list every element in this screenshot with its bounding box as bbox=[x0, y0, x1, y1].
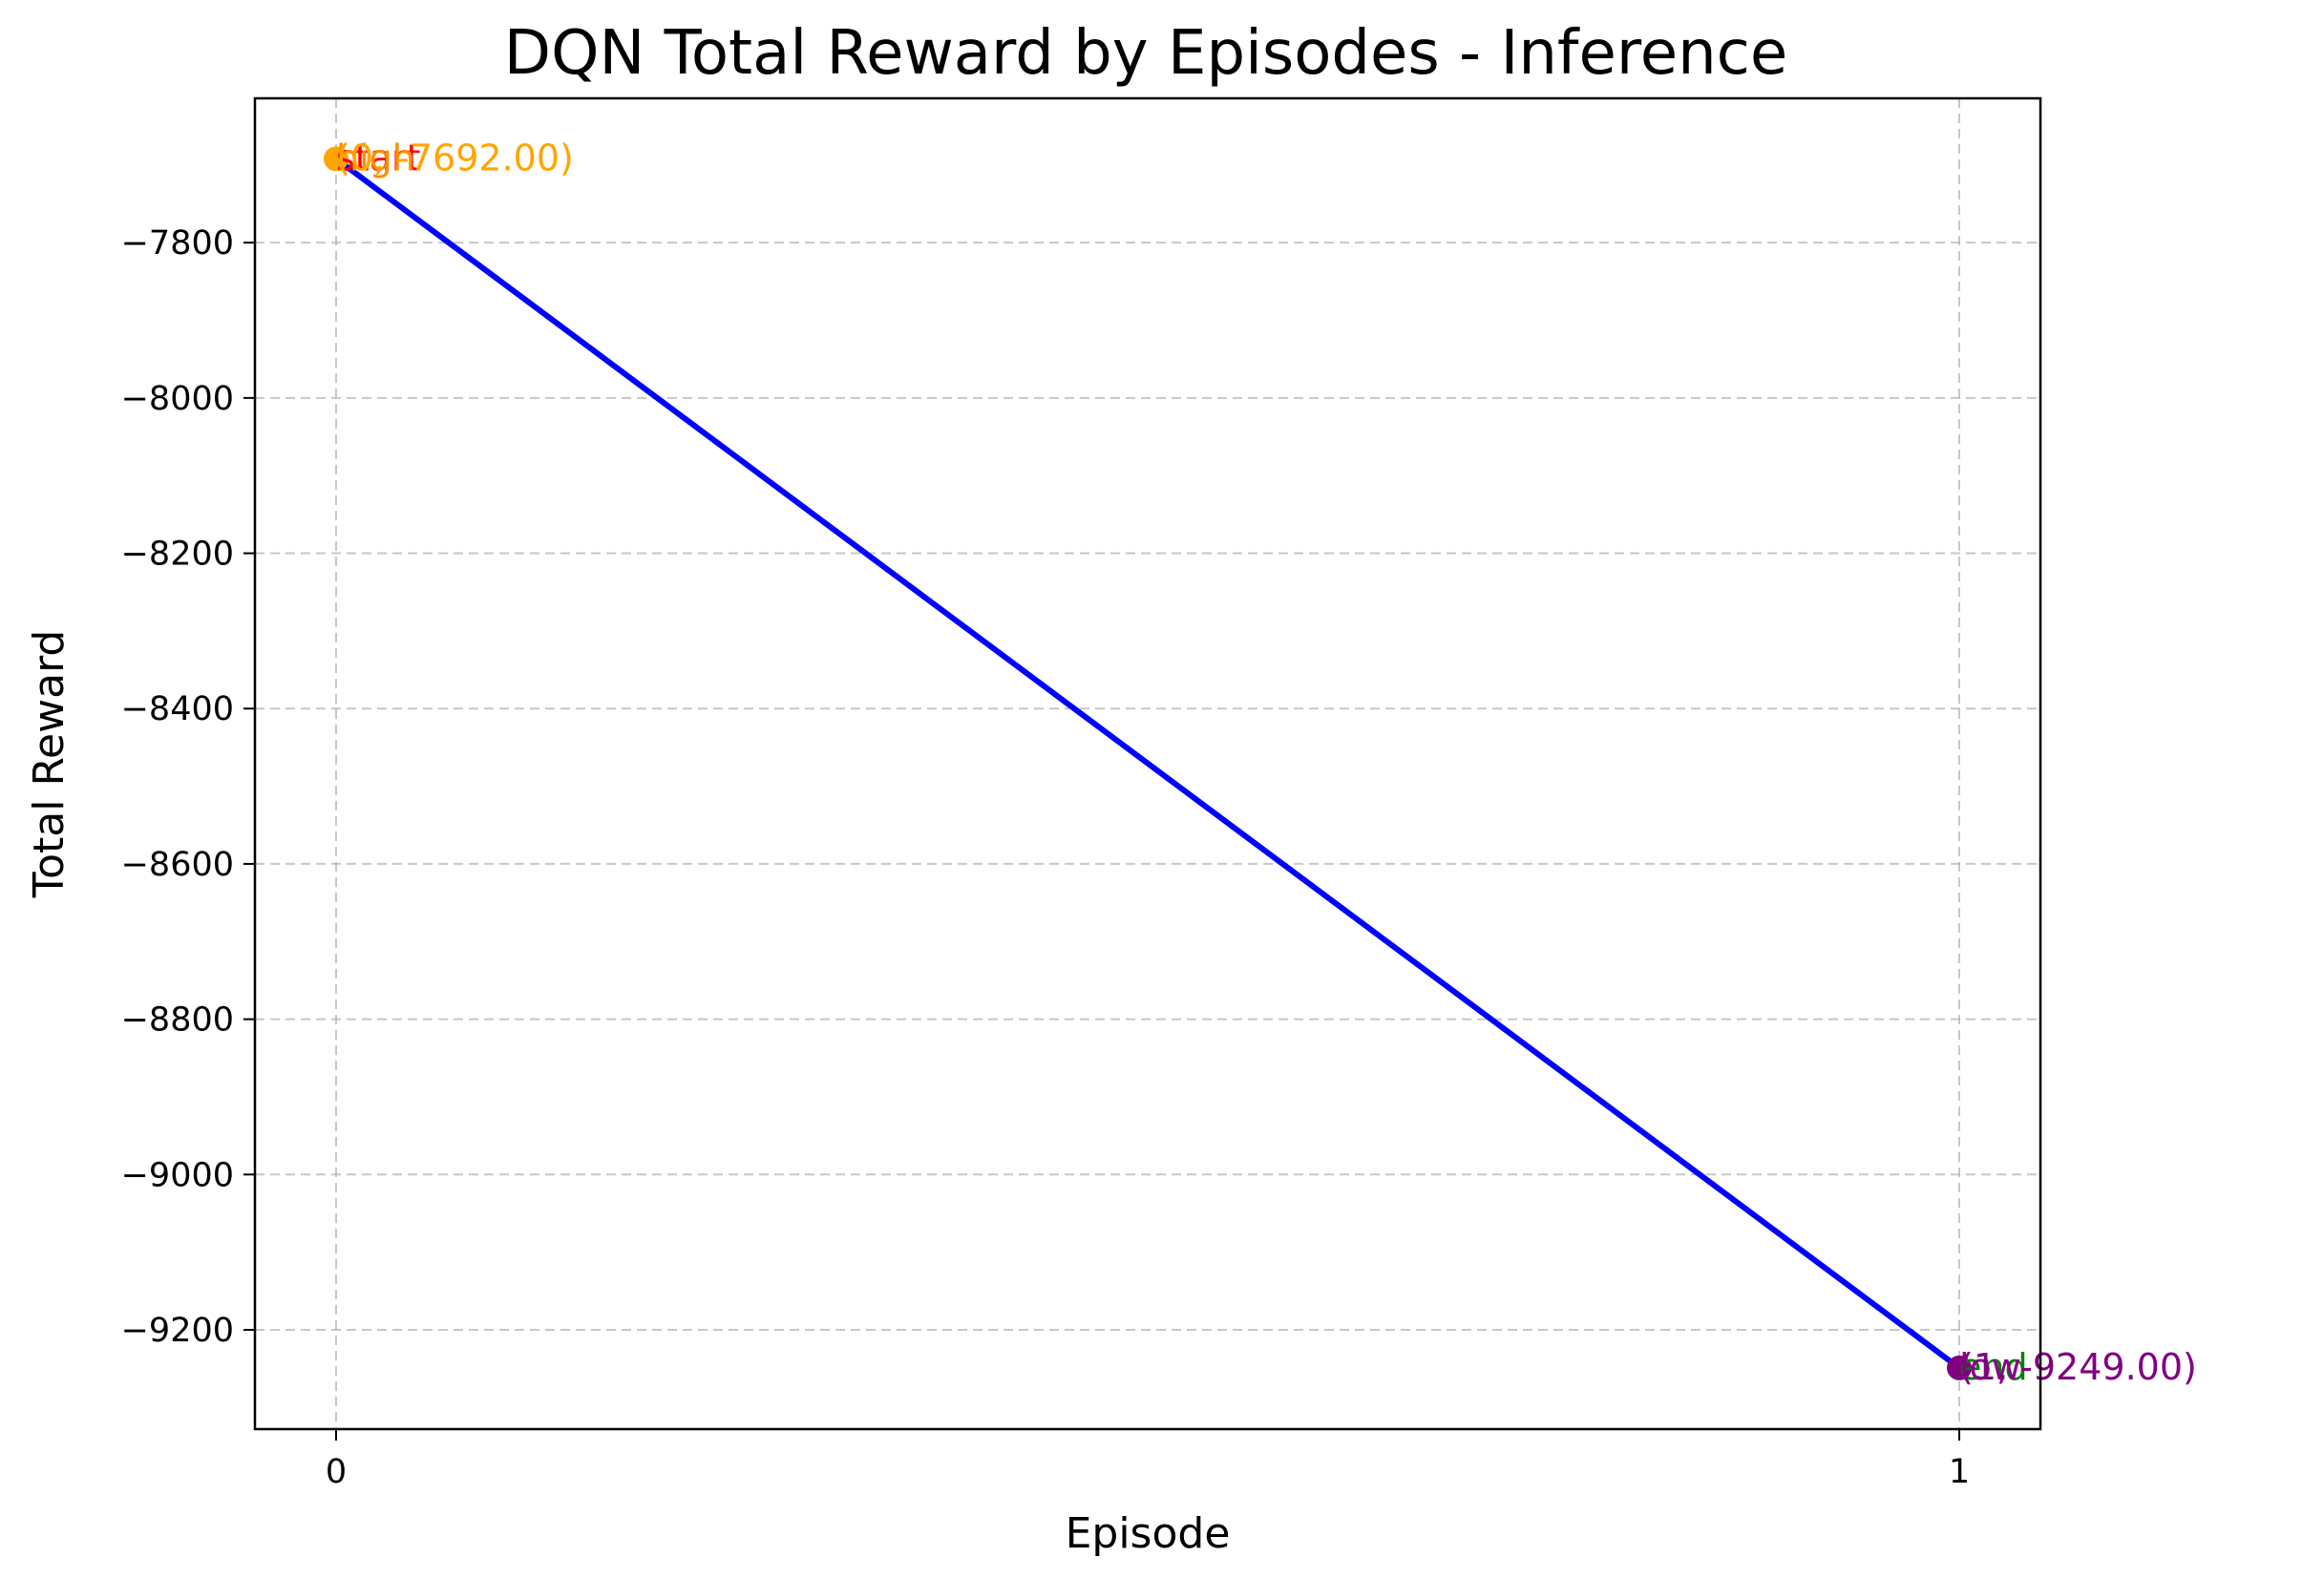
annotation-label: low bbox=[1959, 1346, 2021, 1388]
annotation-label: end bbox=[1959, 1346, 2028, 1388]
series-line bbox=[334, 156, 1961, 1371]
plot-frame bbox=[253, 96, 2042, 1431]
annotation-label: start bbox=[336, 137, 421, 179]
y-tick-label: −8000 bbox=[121, 380, 234, 418]
y-tick-label: −8200 bbox=[121, 536, 234, 574]
chart-title: DQN Total Reward by Episodes - Inference bbox=[504, 18, 1787, 89]
y-tick-label: −9200 bbox=[121, 1312, 234, 1350]
annotation-label: (0, -7692.00) bbox=[336, 137, 574, 179]
y-tick-label: −9000 bbox=[121, 1156, 234, 1194]
data-point-marker bbox=[1947, 1355, 1972, 1380]
marker-layer bbox=[324, 146, 1972, 1380]
y-tick-label: −8600 bbox=[121, 846, 234, 884]
annotation-label: high bbox=[336, 137, 415, 179]
tick-layer: −7800 −8000 −8200 −8400 −8600 −8800 −9000 −9200… bbox=[121, 224, 1971, 1491]
y-tick-label: −8800 bbox=[121, 1001, 234, 1040]
series-layer bbox=[334, 156, 1961, 1371]
y-tick-label: −8400 bbox=[121, 690, 234, 728]
x-tick-label: 1 bbox=[1949, 1453, 1970, 1491]
grid bbox=[255, 98, 2040, 1429]
y-tick-label: −7800 bbox=[121, 224, 234, 263]
y-axis-label: Total Reward bbox=[25, 630, 74, 899]
data-point-marker bbox=[324, 146, 349, 172]
x-axis-label: Episode bbox=[1066, 1509, 1231, 1558]
annotation-label: (1, -9249.00) bbox=[1959, 1346, 2197, 1388]
x-tick-label: 0 bbox=[326, 1453, 347, 1491]
